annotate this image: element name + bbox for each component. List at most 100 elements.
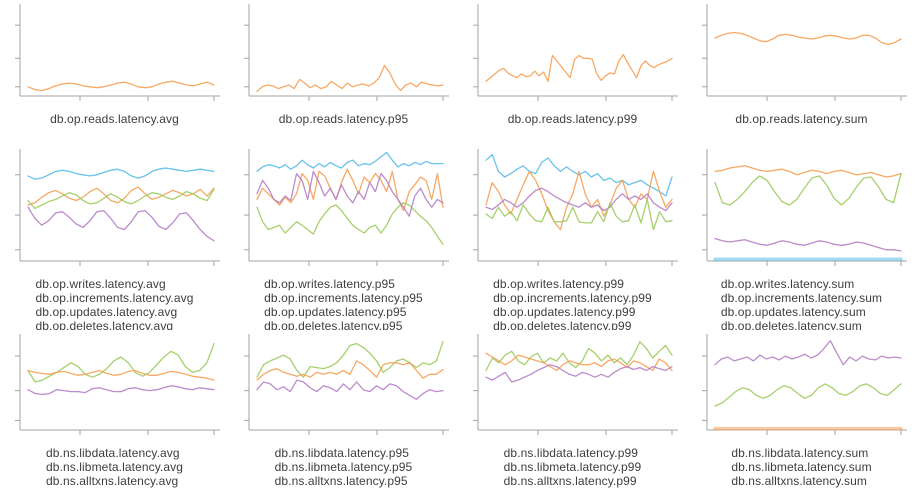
chart-label: db.op.reads.latency.p95 (278, 112, 409, 126)
sparkline-plot (472, 4, 678, 101)
series-line-db.ns.libdata.latency.avg (26, 342, 215, 383)
chart-cell-db.op.reads.latency.p95: db.op.reads.latency.p95 (229, 0, 458, 145)
series-line-db.ns.alltxns.latency.p95 (255, 379, 444, 400)
chart-label: db.op.increments.latency.avg (35, 291, 194, 305)
sparkline-plot (701, 334, 907, 435)
series-line-db.op.writes.latency.sum (713, 165, 902, 178)
chart-label-block: db.op.writes.latency.sum db.op.increments… (721, 277, 882, 330)
chart-label: db.ns.libmeta.latency.p95 (274, 460, 413, 474)
chart-label: db.op.writes.latency.avg (35, 277, 166, 291)
chart-cell-db.op.writes.latency.sum: db.op.writes.latency.sum db.op.increments… (687, 145, 916, 330)
series-line-db.op.reads.latency.sum (713, 31, 902, 46)
sparkline-plot (701, 4, 907, 101)
chart-label-block: db.op.writes.latency.p95 db.op.increments… (264, 277, 423, 330)
chart-label: db.ns.alltxns.latency.p99 (503, 474, 637, 488)
series-line-db.ns.libmeta.latency.p99 (484, 352, 673, 372)
series-line-db.op.writes.latency.avg (26, 167, 215, 180)
chart-label-block: db.op.writes.latency.p99 db.op.increments… (493, 277, 652, 330)
chart-label: db.ns.libdata.latency.p95 (274, 446, 410, 460)
series-line-db.op.updates.latency.avg (26, 188, 215, 210)
series-line-db.op.deletes.latency.avg (26, 206, 215, 242)
sparkline-plot (472, 334, 678, 435)
series-line-db.op.updates.latency.p99 (484, 187, 673, 212)
sparkline-plot (472, 149, 678, 266)
series-line-db.ns.libdata.latency.sum (713, 340, 902, 366)
chart-label: db.op.writes.latency.sum (720, 277, 855, 291)
sparkline-plot (701, 149, 907, 266)
series-line-db.op.increments.latency.p95 (255, 168, 444, 212)
series-line-db.ns.libdata.latency.p95 (255, 341, 444, 378)
chart-label-block: db.op.reads.latency.p95 (279, 112, 409, 126)
chart-label: db.ns.libdata.latency.p99 (503, 446, 639, 460)
chart-label: db.op.updates.latency.avg (35, 305, 178, 319)
chart-label: db.op.deletes.latency.avg (35, 319, 174, 330)
series-line-db.op.writes.latency.p95 (255, 151, 444, 173)
chart-cell-db.op.writes.latency.avg: db.op.writes.latency.avg db.op.increments… (0, 145, 229, 330)
chart-label: db.ns.libmeta.latency.avg (45, 460, 184, 474)
series-line-db.op.increments.latency.sum (713, 172, 902, 206)
chart-label: db.ns.libdata.latency.avg (45, 446, 180, 460)
chart-label: db.op.updates.latency.sum (720, 305, 866, 319)
chart-label: db.ns.libdata.latency.sum (731, 446, 869, 460)
series-line-db.op.writes.latency.p99 (484, 153, 673, 197)
sparkline-plot (14, 334, 220, 435)
chart-label: db.op.updates.latency.p99 (493, 305, 636, 319)
sparkline-plot (14, 4, 220, 101)
series-line-db.ns.libmeta.latency.p95 (255, 360, 444, 381)
series-line-db.op.updates.latency.p95 (255, 202, 444, 245)
chart-cell-db.op.reads.latency.avg: db.op.reads.latency.avg (0, 0, 229, 145)
chart-label-block: db.op.writes.latency.avg db.op.increments… (36, 277, 194, 330)
series-line-db.op.deletes.latency.p99 (484, 198, 673, 231)
chart-cell-db.op.writes.latency.p95: db.op.writes.latency.p95 db.op.increments… (229, 145, 458, 330)
sparkline-plot (243, 334, 449, 435)
sparkline-plot (243, 4, 449, 101)
series-line-db.op.increments.latency.p99 (484, 170, 673, 231)
chart-cell-db.ns.libdata.latency.sum: db.ns.libdata.latency.sum db.ns.libmeta.l… (687, 330, 916, 501)
chart-cell-db.ns.libdata.latency.p99: db.ns.libdata.latency.p99 db.ns.libmeta.l… (458, 330, 687, 501)
chart-label: db.op.updates.latency.p95 (264, 305, 407, 319)
series-line-db.op.reads.latency.p99 (484, 53, 673, 82)
chart-label: db.op.deletes.latency.p99 (493, 319, 632, 330)
chart-label-block: db.ns.libdata.latency.sum db.ns.libmeta.l… (731, 446, 871, 488)
chart-label: db.ns.alltxns.latency.p95 (274, 474, 408, 488)
chart-cell-db.ns.libdata.latency.p95: db.ns.libdata.latency.p95 db.ns.libmeta.l… (229, 330, 458, 501)
chart-label: db.op.writes.latency.p99 (493, 277, 625, 291)
chart-cell-db.ns.libdata.latency.avg: db.ns.libdata.latency.avg db.ns.libmeta.l… (0, 330, 229, 501)
series-line-db.ns.alltxns.latency.p99 (484, 364, 673, 383)
series-line-db.ns.libmeta.latency.sum (713, 383, 902, 407)
series-line-db.ns.alltxns.latency.avg (26, 385, 215, 396)
chart-label: db.op.increments.latency.p99 (493, 291, 652, 305)
chart-label: db.op.increments.latency.p95 (264, 291, 423, 305)
chart-cell-db.op.reads.latency.sum: db.op.reads.latency.sum (687, 0, 916, 145)
chart-label-block: db.op.reads.latency.sum (735, 112, 867, 126)
chart-label: db.ns.alltxns.latency.avg (45, 474, 179, 488)
series-line-db.ns.libmeta.latency.avg (26, 369, 215, 381)
chart-label: db.op.writes.latency.p95 (264, 277, 396, 291)
series-line-db.op.increments.latency.avg (26, 186, 215, 206)
chart-cell-db.op.writes.latency.p99: db.op.writes.latency.p99 db.op.increments… (458, 145, 687, 330)
chart-label: db.op.deletes.latency.sum (720, 319, 862, 330)
chart-label: db.ns.alltxns.latency.sum (731, 474, 867, 488)
chart-label: db.ns.libmeta.latency.p99 (503, 460, 642, 474)
sparkline-plot (243, 149, 449, 266)
chart-label-block: db.ns.libdata.latency.p99 db.ns.libmeta.l… (504, 446, 642, 488)
chart-label: db.op.increments.latency.sum (720, 291, 883, 305)
series-line-db.ns.libdata.latency.p99 (484, 341, 673, 372)
chart-label: db.op.reads.latency.p99 (507, 112, 638, 126)
chart-label: db.op.deletes.latency.p95 (264, 319, 403, 330)
series-line-db.op.reads.latency.avg (26, 80, 215, 92)
chart-cell-db.op.reads.latency.p99: db.op.reads.latency.p99 (458, 0, 687, 145)
chart-label: db.ns.libmeta.latency.sum (731, 460, 872, 474)
sparkline-plot (14, 149, 220, 266)
series-line-db.op.deletes.latency.p95 (255, 170, 444, 217)
series-line-db.op.updates.latency.sum (713, 237, 902, 252)
chart-label-block: db.ns.libdata.latency.avg db.ns.libmeta.l… (46, 446, 183, 488)
series-line-db.op.reads.latency.p95 (255, 64, 444, 93)
chart-label: db.op.reads.latency.sum (735, 112, 868, 126)
chart-label: db.op.reads.latency.avg (50, 112, 179, 126)
chart-label-block: db.ns.libdata.latency.p95 db.ns.libmeta.l… (275, 446, 413, 488)
chart-label-block: db.op.reads.latency.avg (50, 112, 179, 126)
chart-label-block: db.op.reads.latency.p99 (508, 112, 638, 126)
